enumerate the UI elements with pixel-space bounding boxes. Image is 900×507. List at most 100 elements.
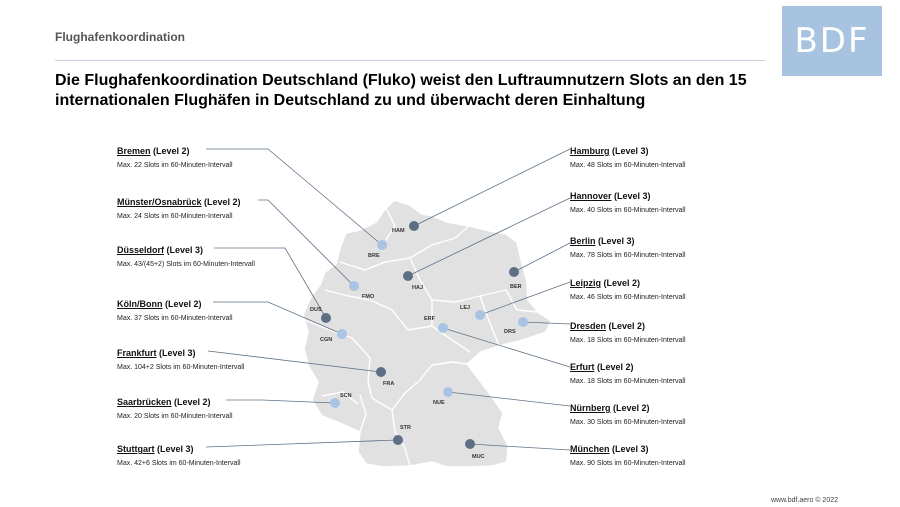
airport-code-ham: HAM [392, 228, 405, 234]
airport-label-muc: München (Level 3) Max. 90 Slots im 60-Min… [570, 443, 686, 470]
header-divider [55, 60, 765, 61]
airport-name: Hamburg [570, 146, 610, 156]
section-label: Flughafenkoordination [55, 30, 185, 44]
airport-label-fmo: Münster/Osnabrück (Level 2) Max. 24 Slots… [117, 196, 241, 223]
airport-slots: Max. 37 Slots im 60-Minuten-Intervall [117, 315, 233, 322]
airport-name: Köln/Bonn [117, 299, 163, 309]
airport-marker-muc[interactable] [465, 439, 475, 449]
airport-name: Erfurt [570, 362, 595, 372]
leader-line-cgn [213, 301, 343, 335]
airport-level: (Level 3) [156, 348, 196, 358]
airport-level: (Level 3) [609, 146, 649, 156]
airport-marker-fra[interactable] [376, 367, 386, 377]
airport-marker-str[interactable] [393, 435, 403, 445]
airport-level: (Level 3) [154, 444, 194, 454]
airport-name: Stuttgart [117, 444, 155, 454]
airport-slots: Max. 30 Slots im 60-Minuten-Intervall [570, 419, 686, 426]
airport-level: (Level 2) [201, 197, 241, 207]
airport-marker-nue[interactable] [443, 387, 453, 397]
airport-code-nue: NUE [433, 400, 445, 406]
airport-label-ber: Berlin (Level 3) Max. 78 Slots im 60-Minu… [570, 235, 686, 262]
leader-line-erf [442, 327, 571, 368]
leader-line-lej [479, 281, 571, 316]
airport-name: München [570, 444, 610, 454]
airport-code-ber: BER [510, 284, 522, 290]
airport-code-lej: LEJ [460, 305, 470, 311]
airport-code-cgn: CGN [320, 337, 332, 343]
airport-name: Dresden [570, 321, 607, 331]
airport-code-fmo: FMO [362, 294, 375, 300]
airport-marker-fmo[interactable] [349, 281, 359, 291]
airport-label-cgn: Köln/Bonn (Level 2) Max. 37 Slots im 60-M… [117, 298, 233, 325]
airport-marker-dus[interactable] [321, 313, 331, 323]
airport-slots: Max. 46 Slots im 60-Minuten-Intervall [570, 294, 686, 301]
airport-label-dus: Düsseldorf (Level 3) Max. 43/(45+2) Slots… [117, 244, 255, 271]
leader-line-dus [214, 247, 327, 319]
leader-line-str [205, 439, 399, 448]
bdf-logo: BDF [782, 6, 882, 76]
leader-line-muc [469, 443, 571, 451]
airport-code-erf: ERF [424, 316, 436, 322]
airport-slots: Max. 43/(45+2) Slots im 60-Minuten-Inter… [117, 261, 255, 268]
airport-name: Münster/Osnabrück [117, 197, 202, 207]
leader-line-ham [413, 148, 571, 227]
airport-name: Nürnberg [570, 403, 611, 413]
leader-line-nue [447, 391, 571, 407]
airport-marker-ber[interactable] [509, 267, 519, 277]
airport-level: (Level 2) [601, 278, 641, 288]
airport-slots: Max. 20 Slots im 60-Minuten-Intervall [117, 413, 233, 420]
airport-marker-cgn[interactable] [337, 329, 347, 339]
airport-name: Leipzig [570, 278, 601, 288]
airport-level: (Level 2) [162, 299, 202, 309]
airport-name: Frankfurt [117, 348, 157, 358]
airport-slots: Max. 24 Slots im 60-Minuten-Intervall [117, 213, 233, 220]
airport-slots: Max. 40 Slots im 60-Minuten-Intervall [570, 207, 686, 214]
airport-label-ham: Hamburg (Level 3) Max. 48 Slots im 60-Min… [570, 145, 686, 172]
airport-name: Saarbrücken [117, 397, 172, 407]
airport-marker-bre[interactable] [377, 240, 387, 250]
airport-slots: Max. 78 Slots im 60-Minuten-Intervall [570, 252, 686, 259]
airport-level: (Level 3) [609, 444, 649, 454]
airport-slots: Max. 104+2 Slots im 60-Minuten-Intervall [117, 364, 245, 371]
airport-name: Berlin [570, 236, 596, 246]
airport-marker-erf[interactable] [438, 323, 448, 333]
airport-level: (Level 2) [610, 403, 650, 413]
airport-markers: BRE FMO DUS CGN FRA SCN STR HAM HAJ BER LEJ DRS ERF N… [310, 221, 528, 460]
airport-code-str: STR [400, 425, 411, 431]
airport-level: (Level 2) [594, 362, 634, 372]
leader-line-bre [206, 148, 383, 246]
airport-code-fra: FRA [383, 381, 394, 387]
airport-label-nue: Nürnberg (Level 2) Max. 30 Slots im 60-Mi… [570, 402, 686, 429]
airport-label-str: Stuttgart (Level 3) Max. 42+6 Slots im 60… [117, 443, 241, 470]
leader-line-drs [522, 321, 571, 325]
airport-label-haj: Hannover (Level 3) Max. 40 Slots im 60-Mi… [570, 190, 686, 217]
airport-code-drs: DRS [504, 329, 516, 335]
airport-slots: Max. 22 Slots im 60-Minuten-Intervall [117, 162, 233, 169]
logo-text: BDF [794, 21, 870, 61]
airport-level: (Level 3) [164, 245, 204, 255]
airport-level: (Level 3) [595, 236, 635, 246]
airport-code-scn: SCN [340, 393, 352, 399]
airport-marker-haj[interactable] [403, 271, 413, 281]
airport-code-bre: BRE [368, 253, 380, 259]
airport-label-erf: Erfurt (Level 2) Max. 18 Slots im 60-Minu… [570, 361, 686, 388]
leader-line-fra [207, 350, 382, 373]
airport-label-lej: Leipzig (Level 2) Max. 46 Slots im 60-Min… [570, 277, 686, 304]
airport-level: (Level 3) [611, 191, 651, 201]
airport-marker-scn[interactable] [330, 398, 340, 408]
state-borders [304, 207, 539, 467]
airport-slots: Max. 18 Slots im 60-Minuten-Intervall [570, 378, 686, 385]
airport-label-fra: Frankfurt (Level 3) Max. 104+2 Slots im 6… [117, 347, 244, 374]
airport-marker-drs[interactable] [518, 317, 528, 327]
airport-label-bre: Bremen (Level 2) Max. 22 Slots im 60-Minu… [117, 145, 233, 172]
airport-marker-lej[interactable] [475, 310, 485, 320]
airport-level: (Level 2) [606, 321, 646, 331]
airport-code-dus: DUS [310, 307, 322, 313]
airport-label-scn: Saarbrücken (Level 2) Max. 20 Slots im 60… [117, 396, 233, 423]
airport-level: (Level 2) [150, 146, 190, 156]
leader-lines [205, 148, 571, 451]
airport-marker-ham[interactable] [409, 221, 419, 231]
airport-slots: Max. 42+6 Slots im 60-Minuten-Intervall [117, 460, 241, 467]
airport-slots: Max. 90 Slots im 60-Minuten-Intervall [570, 460, 686, 467]
